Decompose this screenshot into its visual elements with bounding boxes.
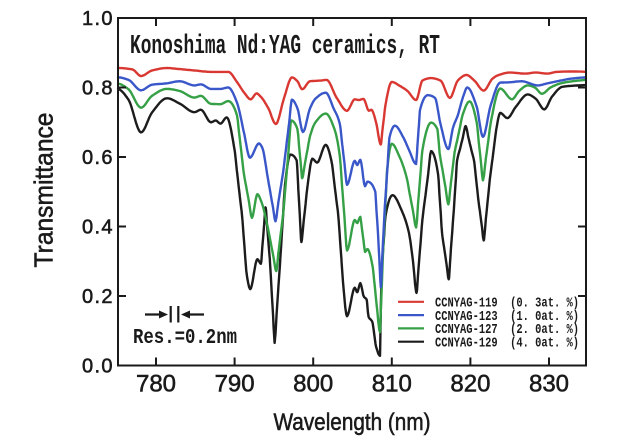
- svg-text:Res.=0.2nm: Res.=0.2nm: [133, 326, 237, 350]
- svg-text:CCNYAG-119 (0. 3at. %): CCNYAG-119 (0. 3at. %): [435, 296, 579, 312]
- svg-text:Wavelength (nm): Wavelength (nm): [274, 409, 431, 436]
- svg-text:0.8: 0.8: [82, 78, 113, 100]
- svg-text:Konoshima Nd:YAG ceramics, RT: Konoshima Nd:YAG ceramics, RT: [130, 32, 440, 62]
- svg-text:820: 820: [450, 371, 490, 398]
- svg-text:1.0: 1.0: [82, 8, 113, 30]
- svg-text:CCNYAG-127 (2. 0at. %): CCNYAG-127 (2. 0at. %): [435, 322, 579, 338]
- svg-text:0.0: 0.0: [82, 356, 113, 378]
- svg-text:CCNYAG-123 (1. 0at. %): CCNYAG-123 (1. 0at. %): [435, 309, 579, 325]
- svg-text:0.6: 0.6: [82, 147, 113, 169]
- svg-text:0.4: 0.4: [82, 217, 113, 239]
- svg-text:830: 830: [529, 371, 569, 398]
- svg-text:800: 800: [293, 371, 333, 398]
- svg-text:CCNYAG-129 (4. 0at. %): CCNYAG-129 (4. 0at. %): [435, 336, 579, 352]
- svg-text:780: 780: [136, 371, 176, 398]
- svg-text:Transmittance: Transmittance: [29, 113, 59, 268]
- svg-text:790: 790: [215, 371, 255, 398]
- svg-text:0.2: 0.2: [82, 286, 113, 308]
- svg-text:810: 810: [372, 371, 412, 398]
